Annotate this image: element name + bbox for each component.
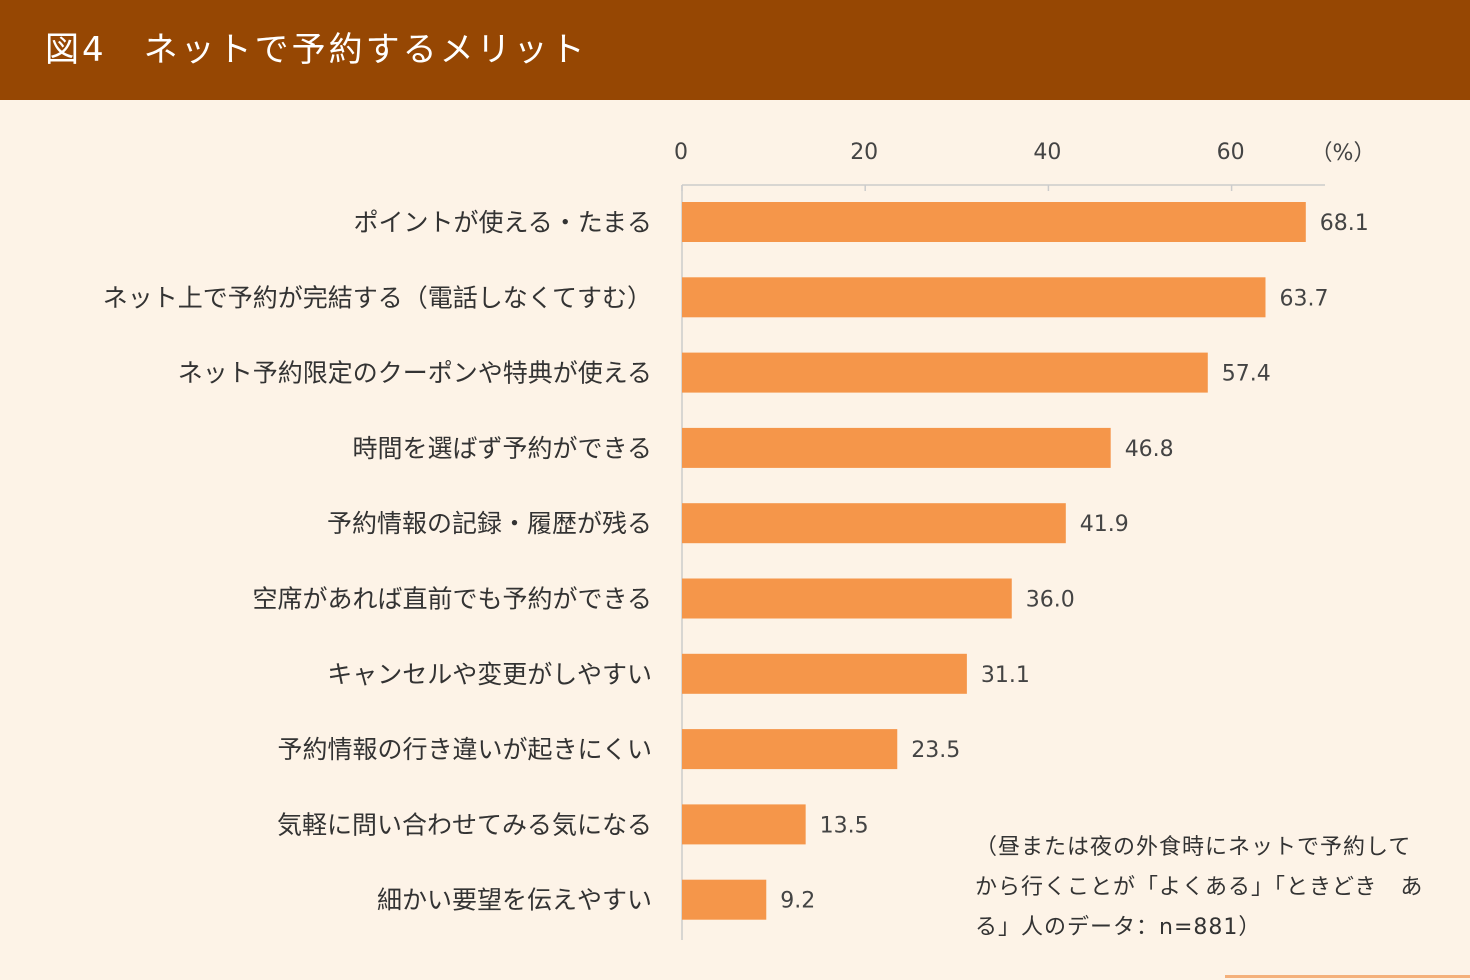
category-label: ネット予約限定のクーポンや特典が使える <box>178 359 652 388</box>
bar-value-label: 41.9 <box>1080 512 1129 537</box>
x-tick-label: 60 <box>1217 140 1245 165</box>
category-label: 空席があれば直前でも予約ができる <box>252 585 652 614</box>
bar-value-label: 13.5 <box>820 813 869 838</box>
bar <box>682 427 1111 468</box>
bar <box>682 879 767 920</box>
bar <box>682 578 1012 619</box>
bar <box>682 804 806 845</box>
category-label: 細かい要望を伝えやすい <box>377 886 652 915</box>
bar-value-label: 36.0 <box>1026 588 1075 613</box>
bar <box>682 729 898 770</box>
x-tick-label: 40 <box>1033 140 1061 165</box>
category-label: 予約情報の行き違いが起きにくい <box>277 735 652 764</box>
bar-chart: 0 20 40 60 （%） 68.1 ポイントが使える・たまる 63.7 ネット上で予約が完結… <box>103 140 1376 940</box>
bar-value-label: 9.2 <box>780 889 815 914</box>
x-axis-unit: （%） <box>1311 141 1376 166</box>
bar-value-label: 23.5 <box>911 738 960 763</box>
bar <box>682 653 967 694</box>
bar-value-label: 31.1 <box>981 663 1030 688</box>
data-note: （昼または夜の外食時にネットで予約して から行くことが「よくある」「ときどき あ… <box>975 835 1435 940</box>
bar-value-label: 57.4 <box>1222 362 1271 387</box>
bar-value-label: 68.1 <box>1320 211 1369 236</box>
bar <box>682 277 1266 318</box>
figure-header: 図4 ネットで予約するメリット <box>0 0 1470 100</box>
bar <box>682 202 1306 242</box>
figure-title: 図4 ネットで予約するメリット <box>45 30 588 70</box>
category-label: ネット上で予約が完結する（電話しなくてすむ） <box>103 283 652 312</box>
x-tick-label: 20 <box>850 140 878 165</box>
category-label: 気軽に問い合わせてみる気になる <box>277 810 652 839</box>
bar-value-label: 63.7 <box>1279 286 1328 311</box>
decorative-line <box>1225 975 1470 978</box>
bar <box>682 503 1066 544</box>
category-label: 時間を選ばず予約ができる <box>352 434 652 463</box>
category-label: 予約情報の記録・履歴が残る <box>327 509 652 538</box>
category-label: ポイントが使える・たまる <box>353 208 652 237</box>
bar-value-label: 46.8 <box>1125 437 1174 462</box>
bar <box>682 352 1208 393</box>
x-tick-label: 0 <box>674 140 688 165</box>
category-label: キャンセルや変更がしやすい <box>327 660 652 689</box>
